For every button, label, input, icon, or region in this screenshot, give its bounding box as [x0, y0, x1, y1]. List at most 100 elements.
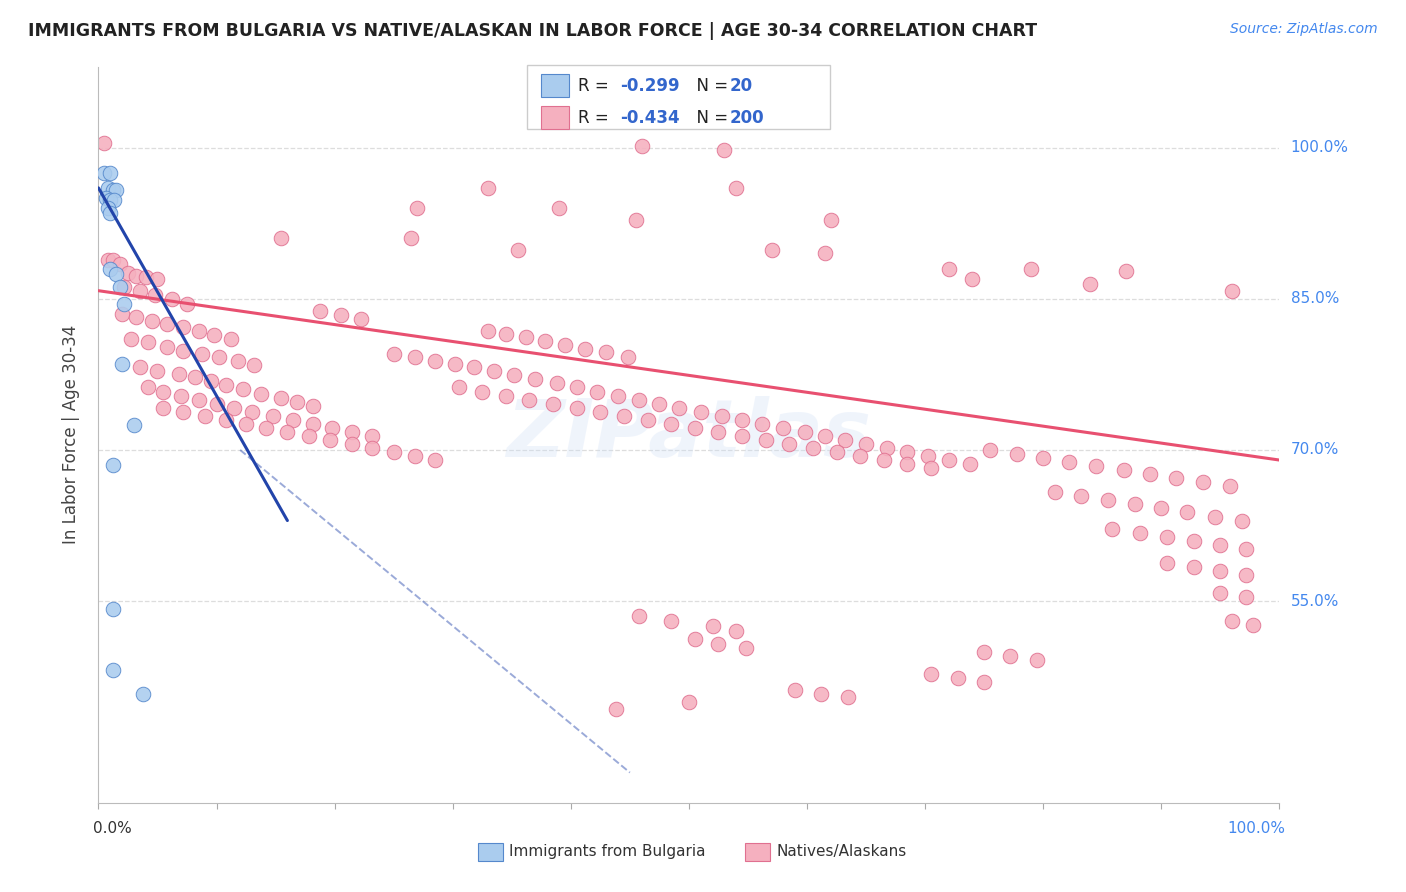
- Point: [873, 453, 896, 467]
- Point: [302, 417, 325, 431]
- Point: [973, 674, 995, 689]
- Point: [382, 347, 405, 361]
- Point: [595, 345, 617, 359]
- Point: [97, 181, 120, 195]
- Text: 20: 20: [730, 77, 752, 95]
- Point: [122, 417, 145, 432]
- Point: [607, 388, 630, 402]
- Point: [135, 269, 157, 284]
- Point: [477, 324, 499, 338]
- Point: [938, 261, 960, 276]
- Point: [423, 354, 446, 368]
- Point: [1032, 450, 1054, 465]
- Point: [482, 364, 505, 378]
- Point: [250, 386, 273, 401]
- Point: [187, 324, 209, 338]
- Point: [565, 380, 588, 394]
- Point: [546, 376, 568, 391]
- Point: [94, 191, 117, 205]
- Text: 70.0%: 70.0%: [1291, 442, 1339, 458]
- Point: [707, 425, 730, 439]
- Point: [668, 401, 690, 415]
- Point: [105, 267, 128, 281]
- Point: [329, 308, 352, 322]
- Point: [121, 332, 143, 346]
- Text: R =: R =: [578, 109, 614, 127]
- Point: [276, 425, 298, 439]
- Point: [1129, 525, 1152, 540]
- Point: [637, 413, 659, 427]
- Point: [262, 409, 284, 423]
- Point: [194, 409, 217, 423]
- Point: [772, 421, 794, 435]
- Point: [136, 380, 159, 394]
- Point: [624, 213, 647, 227]
- Point: [231, 383, 253, 397]
- Point: [1026, 653, 1049, 667]
- Point: [920, 461, 942, 475]
- Point: [191, 347, 214, 361]
- Point: [810, 687, 832, 701]
- Text: Source: ZipAtlas.com: Source: ZipAtlas.com: [1230, 22, 1378, 37]
- Point: [814, 246, 837, 260]
- Text: 85.0%: 85.0%: [1291, 292, 1339, 306]
- Text: -0.299: -0.299: [620, 77, 679, 95]
- Point: [495, 326, 517, 341]
- Point: [98, 206, 121, 220]
- Point: [463, 360, 485, 375]
- Point: [689, 405, 711, 419]
- Point: [215, 378, 238, 392]
- Point: [226, 354, 249, 368]
- Point: [755, 433, 778, 447]
- Point: [270, 231, 292, 245]
- Point: [998, 648, 1021, 663]
- Point: [855, 437, 877, 451]
- Point: [447, 380, 470, 394]
- Point: [103, 193, 125, 207]
- Point: [751, 417, 773, 431]
- Point: [613, 409, 636, 423]
- Point: [1209, 586, 1232, 600]
- Point: [616, 350, 638, 364]
- Point: [160, 292, 183, 306]
- Point: [628, 392, 651, 407]
- Point: [628, 609, 651, 624]
- Point: [1156, 530, 1178, 544]
- Point: [979, 442, 1001, 457]
- Point: [349, 312, 371, 326]
- Point: [361, 441, 384, 455]
- Point: [117, 266, 139, 280]
- Point: [404, 449, 426, 463]
- Point: [112, 279, 135, 293]
- Point: [184, 370, 207, 384]
- Point: [659, 615, 682, 629]
- Point: [309, 303, 332, 318]
- Point: [659, 417, 682, 431]
- Point: [1112, 463, 1135, 477]
- Point: [342, 437, 364, 451]
- Point: [731, 429, 754, 443]
- Point: [548, 201, 571, 215]
- Point: [477, 181, 499, 195]
- Point: [1007, 447, 1029, 461]
- Point: [506, 244, 529, 258]
- Point: [920, 666, 942, 681]
- Point: [224, 401, 246, 415]
- Point: [187, 392, 209, 407]
- Point: [1101, 522, 1123, 536]
- Point: [1080, 277, 1102, 291]
- Text: Immigrants from Bulgaria: Immigrants from Bulgaria: [509, 845, 706, 859]
- Point: [973, 644, 995, 658]
- Point: [1021, 261, 1043, 276]
- Point: [202, 328, 225, 343]
- Point: [938, 453, 960, 467]
- Point: [948, 671, 970, 685]
- Point: [524, 372, 547, 386]
- Point: [519, 392, 541, 407]
- Point: [172, 405, 194, 419]
- Point: [285, 394, 308, 409]
- Point: [702, 619, 724, 633]
- Point: [172, 320, 194, 334]
- Point: [761, 244, 783, 258]
- Point: [876, 441, 898, 455]
